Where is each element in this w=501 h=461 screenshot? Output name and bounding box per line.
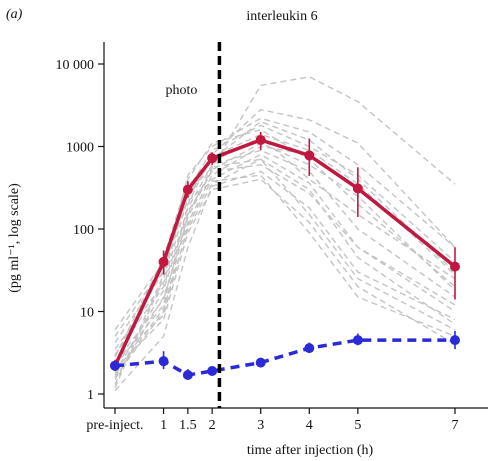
individual-trace-8 [114, 164, 456, 374]
series-1 [110, 131, 460, 372]
series-2-point-3 [182, 369, 193, 380]
series-2-point-4 [207, 366, 218, 377]
x-tick-label-3: 1.5 [179, 418, 197, 433]
x-tick-label-8: 7 [452, 418, 459, 433]
individual-traces [114, 76, 456, 392]
series-1-point-8 [450, 261, 460, 272]
x-tick-label-1: pre-inject. [86, 418, 143, 433]
panel-label: (a) [6, 7, 23, 22]
individual-trace-5 [114, 153, 456, 362]
series-2-point-1 [110, 360, 120, 371]
series-2-point-8 [450, 335, 460, 346]
individual-trace-18 [114, 133, 456, 357]
individual-trace-1 [114, 76, 456, 378]
x-axis-label: time after injection (h) [247, 443, 374, 458]
individual-trace-9 [114, 158, 456, 337]
photo-annotation: photo [166, 83, 198, 98]
chart-title: interleukin 6 [246, 9, 317, 24]
series [110, 131, 460, 380]
series-1-point-3 [182, 184, 193, 195]
series-1-point-4 [207, 153, 218, 164]
individual-trace-16 [114, 142, 456, 364]
individual-trace-3 [114, 120, 456, 350]
individual-trace-12 [114, 178, 456, 370]
series-2-point-7 [352, 335, 363, 346]
individual-trace-4 [114, 117, 456, 385]
series-1-point-7 [352, 183, 363, 194]
annotations: photo [166, 42, 222, 408]
individual-trace-13 [114, 149, 456, 356]
y-axis-label: (pg ml⁻¹, log scale) [7, 183, 22, 293]
series-2-point-5 [255, 357, 266, 368]
x-tick-label-2: 1 [160, 418, 167, 433]
individual-trace-17 [114, 158, 456, 376]
y-tick-label-2: 10 [80, 306, 94, 321]
individual-trace-6 [114, 136, 456, 343]
y-tick-label-5: 10 000 [56, 58, 95, 73]
series-1-point-6 [304, 150, 315, 161]
y-tick-label-1: 1 [87, 388, 94, 403]
x-tick-label-6: 4 [306, 418, 313, 433]
y-tick-label-4: 1000 [66, 141, 94, 156]
series-1-line [113, 138, 457, 367]
series-2-point-2 [158, 356, 169, 367]
individual-trace-2 [114, 108, 456, 367]
x-tick-label-5: 3 [257, 418, 264, 433]
series-1-point-5 [255, 134, 266, 145]
x-tick-label-4: 2 [209, 418, 216, 433]
x-tick-label-7: 5 [354, 418, 361, 433]
series-1-point-2 [158, 256, 169, 267]
individual-trace-10 [114, 128, 456, 358]
axes: 1 10 100 1000 10 000 pre-inject. 1 1.5 2 3 4 5 7 [56, 42, 488, 433]
series-2-point-6 [304, 343, 315, 354]
series-2 [110, 331, 460, 380]
y-tick-label-3: 100 [73, 223, 94, 238]
